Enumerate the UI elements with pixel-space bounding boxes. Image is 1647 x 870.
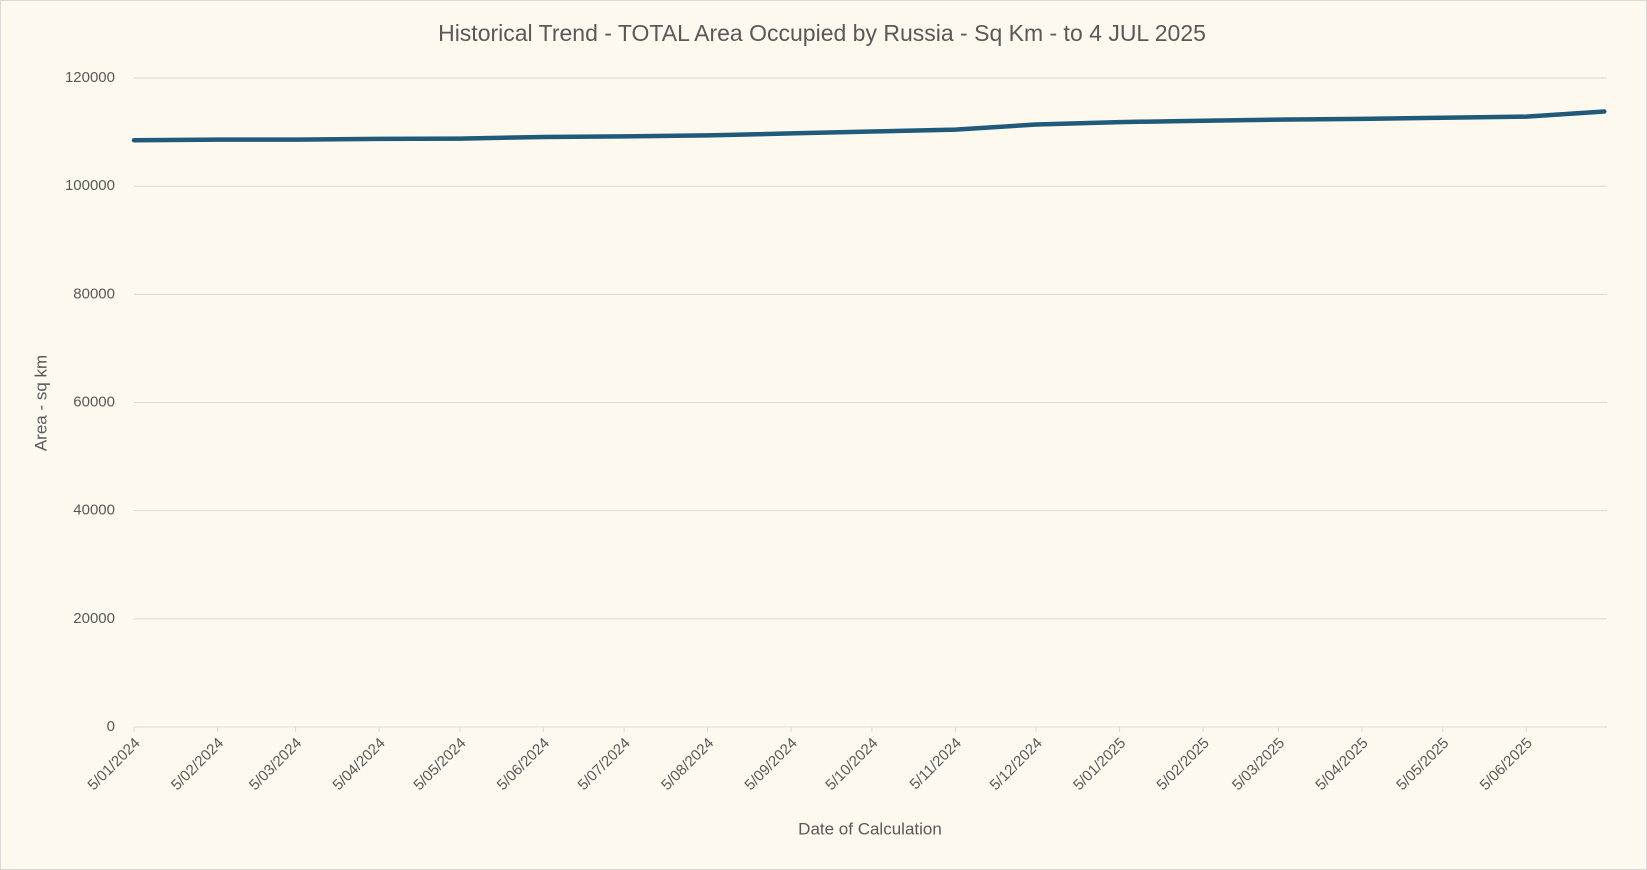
y-tick-label: 120000 xyxy=(65,69,115,86)
x-axis-title: Date of Calculation xyxy=(798,819,942,838)
y-tick-label: 60000 xyxy=(73,393,115,410)
y-axis-title: Area - sq km xyxy=(31,355,50,451)
data-line xyxy=(131,109,1607,143)
y-tick-label: 40000 xyxy=(73,502,115,519)
y-tick-label: 80000 xyxy=(73,285,115,302)
y-tick-label: 0 xyxy=(107,718,115,735)
y-tick-label: 100000 xyxy=(65,177,115,194)
chart-title: Historical Trend - TOTAL Area Occupied b… xyxy=(438,20,1206,46)
y-tick-label: 20000 xyxy=(73,610,115,627)
